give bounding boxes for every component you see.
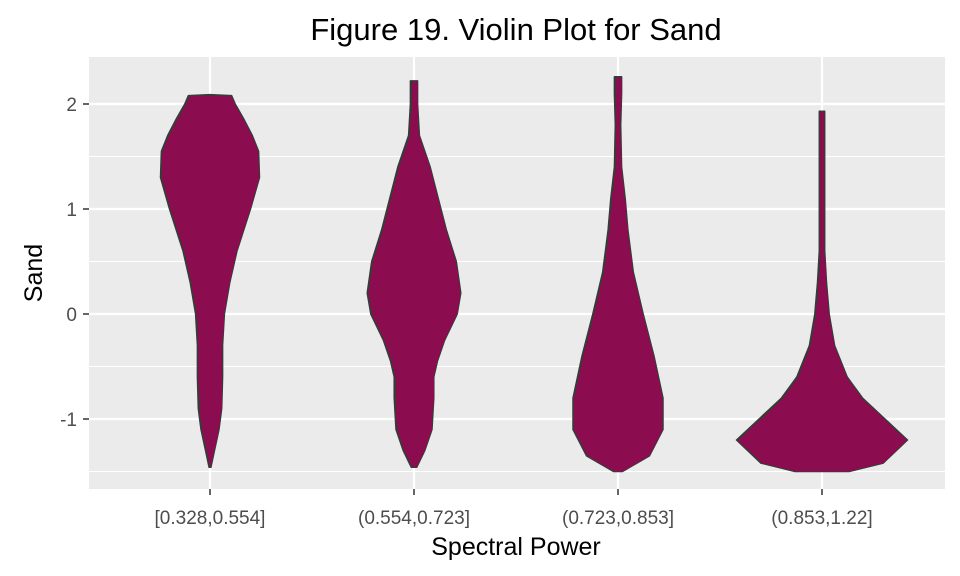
x-tick-label: (0.723,0.853] xyxy=(562,508,674,529)
y-tick-label: -1 xyxy=(60,410,77,431)
violin-1 xyxy=(159,93,261,469)
x-tick-label: [0.328,0.554] xyxy=(155,508,266,529)
x-axis: [0.328,0.554] (0.554,0.723] (0.723,0.853] (… xyxy=(155,489,873,529)
x-tick-label: (0.554,0.723] xyxy=(358,508,470,529)
x-tick-label: (0.853,1.22] xyxy=(771,508,872,529)
y-axis-title: Sand xyxy=(20,244,48,302)
violins xyxy=(159,75,909,473)
violin-4 xyxy=(735,110,909,473)
y-tick-label: 1 xyxy=(66,200,77,221)
y-axis: -1 0 1 2 xyxy=(60,95,89,431)
violin-2 xyxy=(366,80,462,469)
x-axis-title: Spectral Power xyxy=(431,533,601,561)
violin-3 xyxy=(572,75,664,473)
chart-title: Figure 19. Violin Plot for Sand xyxy=(310,12,721,47)
y-tick-label: 0 xyxy=(66,305,77,326)
y-tick-label: 2 xyxy=(66,95,77,116)
